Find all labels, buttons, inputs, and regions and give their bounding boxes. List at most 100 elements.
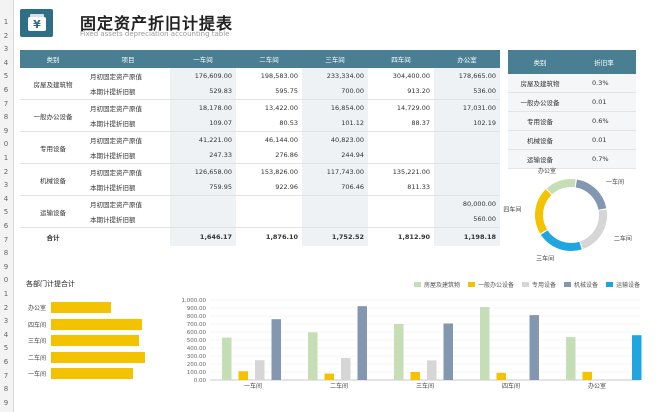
rate-category-cell[interactable]: 机械设备 (508, 130, 572, 150)
row-number[interactable]: 5 (3, 344, 9, 353)
total-label[interactable]: 合计 (20, 227, 86, 246)
item-cell[interactable]: 月初固定资产原值 (90, 104, 142, 113)
rate-category-cell[interactable]: 一般办公设备 (508, 92, 572, 112)
rate-category-cell[interactable]: 运输设备 (508, 149, 572, 169)
category-cell[interactable]: 专用设备 (20, 131, 86, 164)
value-cell[interactable]: 153,826.00 (236, 163, 302, 180)
value-cell[interactable]: 41,221.00 (170, 131, 236, 148)
rate-value-cell[interactable]: 0.7% (572, 149, 636, 169)
total-value-cell[interactable]: 1,198.18 (434, 227, 500, 246)
category-cell[interactable]: 机械设备 (20, 163, 86, 196)
value-cell[interactable] (236, 211, 302, 228)
total-value-cell[interactable]: 1,646.17 (170, 227, 236, 246)
value-cell[interactable] (368, 131, 434, 148)
row-number[interactable]: 5 (3, 72, 9, 81)
value-cell[interactable]: 80.53 (236, 115, 302, 132)
value-cell[interactable] (302, 211, 368, 228)
item-cell[interactable]: 月初固定资产原值 (90, 72, 142, 81)
value-cell[interactable] (170, 211, 236, 228)
item-cell[interactable]: 本期计提折旧额 (86, 179, 170, 196)
value-cell[interactable]: 46,144.00 (236, 131, 302, 148)
value-cell[interactable]: 135,221.00 (368, 163, 434, 180)
value-cell[interactable]: 700.00 (302, 83, 368, 100)
value-cell[interactable]: 595.75 (236, 83, 302, 100)
legend-item[interactable]: 房屋及建筑物 (414, 280, 460, 289)
legend-item[interactable]: 专用设备 (522, 280, 556, 289)
row-number[interactable]: 8 (3, 249, 9, 258)
row-number[interactable]: 4 (3, 58, 9, 67)
row-number[interactable]: 3 (3, 45, 9, 54)
category-cell[interactable]: 一般办公设备 (20, 99, 86, 132)
item-cell[interactable]: 本期计提折旧额 (86, 115, 170, 132)
value-cell[interactable]: 244.94 (302, 147, 368, 164)
item-cell[interactable]: 本期计提折旧额 (86, 211, 170, 228)
value-cell[interactable]: 922.96 (236, 179, 302, 196)
value-cell[interactable] (434, 163, 500, 180)
value-cell[interactable]: 117,743.00 (302, 163, 368, 180)
row-number[interactable]: 8 (3, 113, 9, 122)
row-number[interactable]: 3 (3, 181, 9, 190)
row-number[interactable]: 5 (3, 208, 9, 217)
value-cell[interactable]: 706.46 (302, 179, 368, 196)
value-cell[interactable]: 16,854.00 (302, 99, 368, 116)
value-cell[interactable]: 80,000.00 (434, 195, 500, 212)
value-cell[interactable]: 233,334.00 (302, 68, 368, 84)
value-cell[interactable]: 88.37 (368, 115, 434, 132)
item-cell[interactable]: 月初固定资产原值 (90, 168, 142, 177)
row-number[interactable]: 6 (3, 222, 9, 230)
value-cell[interactable]: 536.00 (434, 83, 500, 100)
value-cell[interactable]: 13,422.00 (236, 99, 302, 116)
legend-item[interactable]: 一般办公设备 (468, 280, 514, 289)
row-number[interactable]: 7 (3, 371, 9, 380)
value-cell[interactable] (170, 195, 236, 212)
row-number[interactable]: 7 (3, 235, 9, 244)
row-number[interactable]: 6 (3, 86, 9, 94)
rate-category-cell[interactable]: 专用设备 (508, 111, 572, 131)
rate-value-cell[interactable]: 0.3% (572, 74, 636, 93)
row-number[interactable]: 8 (3, 385, 9, 394)
value-cell[interactable]: 759.95 (170, 179, 236, 196)
value-cell[interactable]: 247.33 (170, 147, 236, 164)
row-number[interactable]: 6 (3, 358, 9, 366)
value-cell[interactable]: 178,665.00 (434, 68, 500, 84)
value-cell[interactable]: 18,178.00 (170, 99, 236, 116)
value-cell[interactable]: 304,400.00 (368, 68, 434, 84)
value-cell[interactable]: 101.12 (302, 115, 368, 132)
value-cell[interactable]: 276.86 (236, 147, 302, 164)
value-cell[interactable]: 176,609.00 (170, 68, 236, 84)
row-number[interactable]: 9 (3, 262, 9, 271)
rate-category-cell[interactable]: 房屋及建筑物 (508, 74, 572, 93)
row-number[interactable]: 7 (3, 99, 9, 108)
row-number[interactable]: 1 (3, 290, 9, 298)
row-number[interactable]: 1 (3, 154, 9, 162)
value-cell[interactable] (368, 211, 434, 228)
category-cell[interactable]: 运输设备 (20, 195, 86, 228)
value-cell[interactable]: 529.83 (170, 83, 236, 100)
value-cell[interactable]: 14,729.00 (368, 99, 434, 116)
legend-item[interactable]: 机械设备 (564, 280, 598, 289)
value-cell[interactable]: 40,823.00 (302, 131, 368, 148)
item-cell[interactable]: 本期计提折旧额 (86, 83, 170, 100)
value-cell[interactable] (236, 195, 302, 212)
item-cell[interactable]: 月初固定资产原值 (90, 200, 142, 209)
rate-value-cell[interactable]: 0.01 (572, 92, 636, 112)
rate-value-cell[interactable]: 0.6% (572, 111, 636, 131)
value-cell[interactable]: 198,583.00 (236, 68, 302, 84)
value-cell[interactable]: 102.19 (434, 115, 500, 132)
item-cell[interactable]: 本期计提折旧额 (86, 147, 170, 164)
value-cell[interactable] (368, 195, 434, 212)
item-cell[interactable]: 月初固定资产原值 (90, 136, 142, 145)
row-number[interactable]: 9 (3, 398, 9, 407)
value-cell[interactable]: 17,031.00 (434, 99, 500, 116)
total-value-cell[interactable]: 1,876.10 (236, 227, 302, 246)
value-cell[interactable] (434, 179, 500, 196)
value-cell[interactable]: 126,658.00 (170, 163, 236, 180)
row-number[interactable]: 2 (3, 31, 9, 40)
row-number[interactable]: 4 (3, 330, 9, 339)
row-number[interactable]: 3 (3, 317, 9, 326)
row-number[interactable]: 2 (3, 303, 9, 312)
legend-item[interactable]: 运输设备 (606, 280, 640, 289)
category-cell[interactable]: 房屋及建筑物 (20, 68, 86, 100)
value-cell[interactable] (302, 195, 368, 212)
rate-value-cell[interactable]: 0.01 (572, 130, 636, 150)
